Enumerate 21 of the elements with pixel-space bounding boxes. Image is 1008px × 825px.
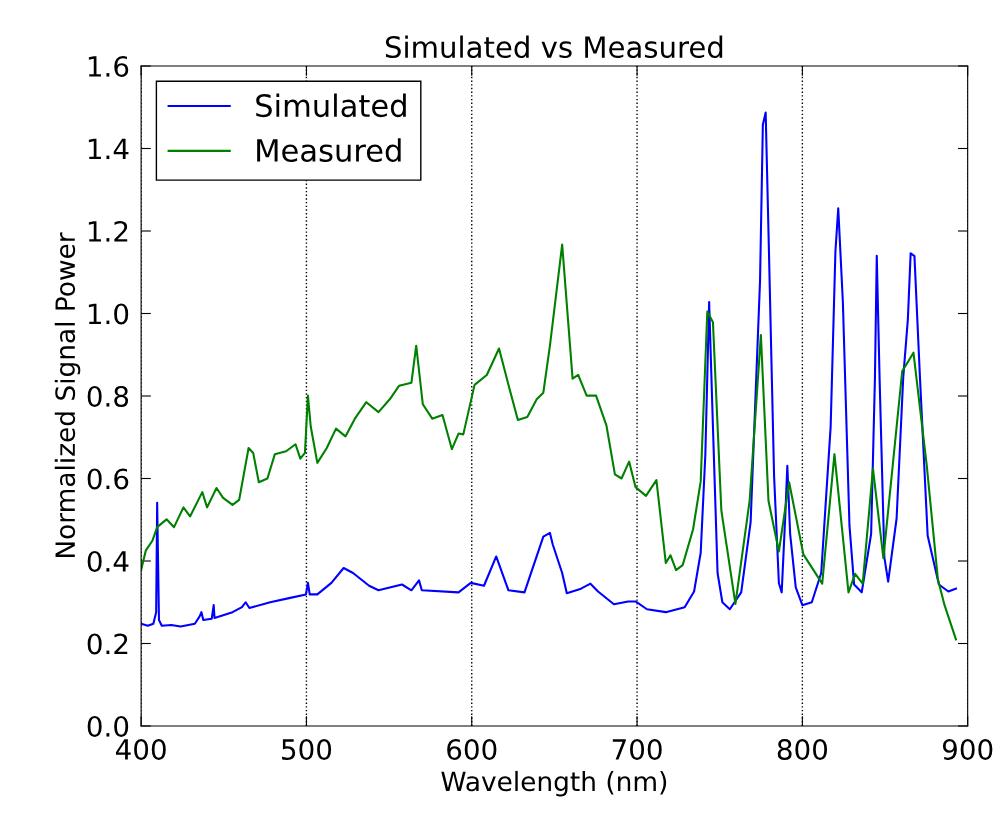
chart-title: Simulated vs Measured bbox=[385, 35, 723, 59]
y-tick-label: 0.8 bbox=[87, 385, 129, 407]
x-tick-label: 800 bbox=[777, 738, 828, 760]
x-axis-title: Wavelength (nm) bbox=[441, 770, 667, 797]
x-tick-label: 700 bbox=[612, 738, 662, 760]
line-series bbox=[141, 243, 957, 641]
y-tick-label: 0.6 bbox=[87, 468, 129, 490]
x-tick-label: 900 bbox=[942, 738, 993, 760]
x-tick-label: 400 bbox=[115, 738, 166, 760]
y-tick-label: 1.4 bbox=[88, 138, 129, 160]
y-tick-label: 0.2 bbox=[87, 633, 128, 655]
y-tick-label: 1.0 bbox=[88, 303, 129, 325]
y-tick-label: 0.4 bbox=[87, 550, 129, 572]
y-tick-label: 1.6 bbox=[88, 55, 129, 77]
x-tick-label: 500 bbox=[282, 738, 332, 760]
y-tick-label: 0.0 bbox=[87, 715, 129, 737]
legend-label: Measured bbox=[257, 138, 401, 162]
x-tick-label: 600 bbox=[447, 738, 497, 760]
y-axis-title: Normalized Signal Power bbox=[54, 232, 81, 558]
legend-label: Simulated bbox=[256, 93, 406, 118]
y-tick-label: 1.2 bbox=[88, 220, 128, 242]
